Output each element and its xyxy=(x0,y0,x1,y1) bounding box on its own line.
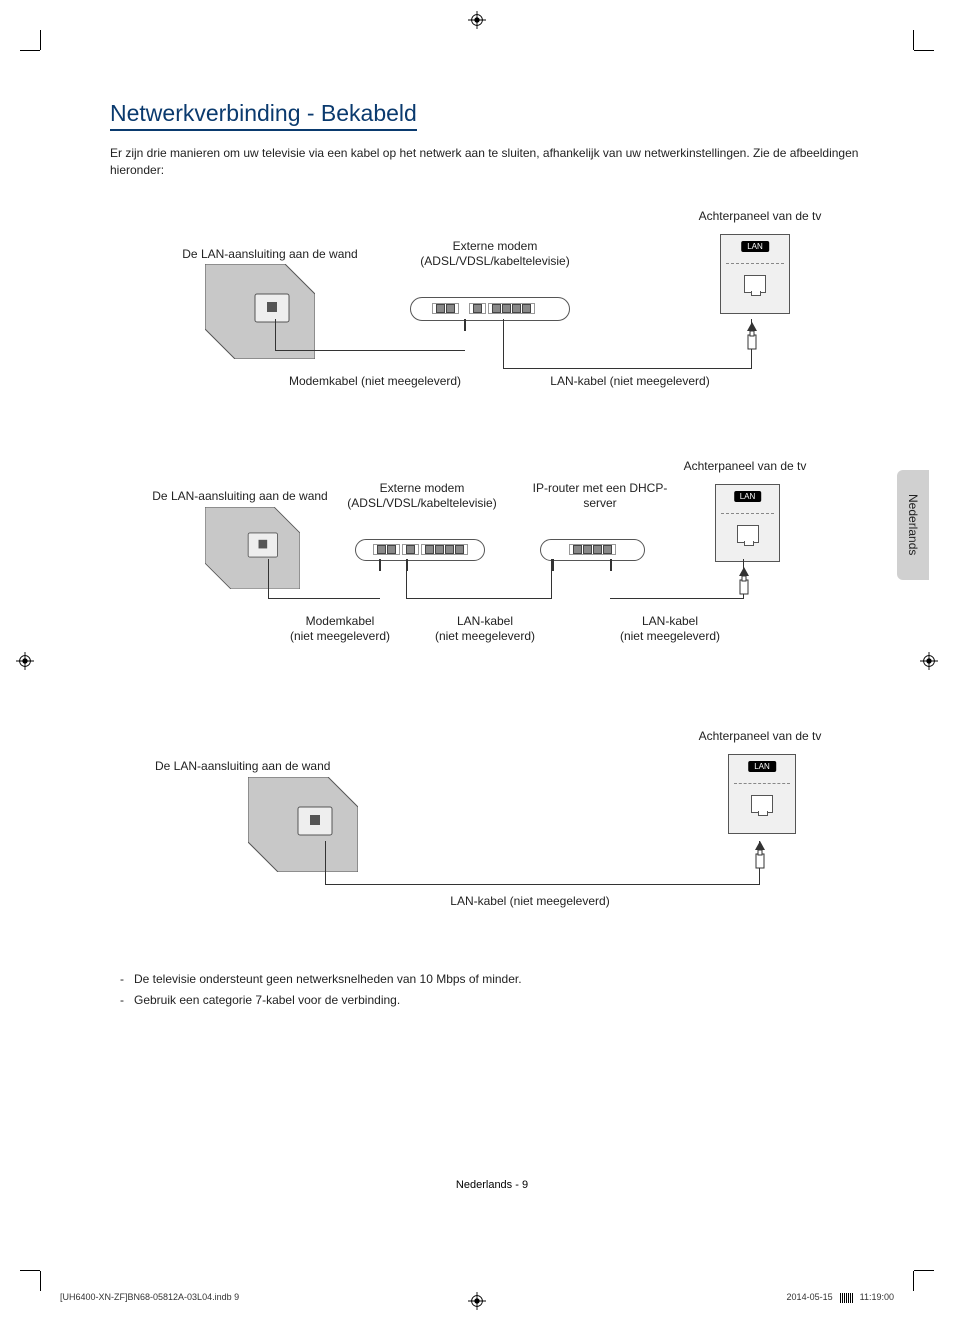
registration-mark-icon xyxy=(15,651,35,671)
intro-text: Er zijn drie manieren om uw televisie vi… xyxy=(110,145,874,179)
cable-icon xyxy=(610,559,744,599)
wall-socket-label: De LAN-aansluiting aan de wand xyxy=(155,759,375,775)
page-title: Netwerkverbinding - Bekabeld xyxy=(110,100,417,131)
tv-back-label: Achterpaneel van de tv xyxy=(655,459,835,475)
page-footer: Nederlands - 9 xyxy=(110,1179,874,1191)
lan-port-icon xyxy=(751,795,773,813)
modem-label: Externe modem (ADSL/VDSL/kabeltelevisie) xyxy=(410,239,580,270)
modem-cable-label: Modemkabel (niet meegeleverd) xyxy=(270,374,480,390)
modem-cable-label: Modemkabel (niet meegeleverd) xyxy=(280,614,400,645)
crop-mark xyxy=(914,50,934,51)
cable-icon xyxy=(406,559,552,599)
lan-port-icon xyxy=(737,525,759,543)
registration-mark-icon xyxy=(467,10,487,30)
router-label: IP-router met een DHCP-server xyxy=(525,481,675,512)
crop-mark xyxy=(894,30,914,50)
crop-mark xyxy=(40,30,60,50)
lan-cable-label: LAN-kabel (niet meegeleverd) xyxy=(425,614,545,645)
rj45-plug-icon xyxy=(739,576,749,598)
registration-mark-icon xyxy=(919,651,939,671)
diagram-1: Achterpaneel van de tv De LAN-aansluitin… xyxy=(110,209,874,409)
modem-device-icon xyxy=(410,297,570,321)
modem-label: Externe modem (ADSL/VDSL/kabeltelevisie) xyxy=(342,481,502,512)
lan-port-label: LAN xyxy=(734,491,762,502)
cable-icon xyxy=(325,841,760,885)
wall-socket-label: De LAN-aansluiting aan de wand xyxy=(140,489,340,505)
language-tab: Nederlands xyxy=(897,470,929,580)
crop-mark xyxy=(914,1270,934,1271)
language-tab-label: Nederlands xyxy=(906,494,920,555)
note-item: -Gebruik een categorie 7-kabel voor de v… xyxy=(134,990,874,1012)
crop-mark xyxy=(20,1270,40,1271)
barcode-icon xyxy=(840,1293,854,1303)
cable-icon xyxy=(503,319,752,369)
crop-mark xyxy=(894,1271,914,1291)
lan-cable-label: LAN-kabel (niet meegeleverd) xyxy=(610,614,730,645)
modem-device-icon xyxy=(355,539,485,561)
lan-port-icon xyxy=(744,275,766,293)
tv-lan-panel: LAN xyxy=(728,754,796,834)
lan-cable-label: LAN-kabel (niet meegeleverd) xyxy=(530,374,730,390)
arrow-icon xyxy=(747,322,757,331)
tv-back-label: Achterpaneel van de tv xyxy=(670,209,850,225)
rj45-plug-icon xyxy=(747,331,757,353)
crop-mark xyxy=(40,1271,60,1291)
cable-icon xyxy=(268,559,380,599)
wall-socket-label: De LAN-aansluiting aan de wand xyxy=(170,247,370,263)
diagram-3: Achterpaneel van de tv De LAN-aansluitin… xyxy=(110,729,874,919)
rj45-plug-icon xyxy=(755,850,765,872)
print-timestamp: 2014-05-15 11:19:00 xyxy=(787,1292,894,1303)
lan-cable-label: LAN-kabel (niet meegeleverd) xyxy=(420,894,640,910)
tv-lan-panel: LAN xyxy=(715,484,780,562)
print-file-name: [UH6400-XN-ZF]BN68-05812A-03L04.indb 9 xyxy=(60,1292,239,1303)
diagram-2: Achterpaneel van de tv De LAN-aansluitin… xyxy=(110,459,874,679)
arrow-icon xyxy=(739,567,749,576)
tv-back-label: Achterpaneel van de tv xyxy=(670,729,850,745)
arrow-icon xyxy=(755,841,765,850)
tv-lan-panel: LAN xyxy=(720,234,790,314)
router-device-icon xyxy=(540,539,645,561)
notes-list: -De televisie ondersteunt geen netwerksn… xyxy=(110,969,874,1012)
print-footer: [UH6400-XN-ZF]BN68-05812A-03L04.indb 9 2… xyxy=(60,1292,894,1303)
lan-port-label: LAN xyxy=(748,761,776,772)
note-item: -De televisie ondersteunt geen netwerksn… xyxy=(134,969,874,991)
cable-icon xyxy=(275,319,465,351)
crop-mark xyxy=(20,50,40,51)
lan-port-label: LAN xyxy=(741,241,769,252)
